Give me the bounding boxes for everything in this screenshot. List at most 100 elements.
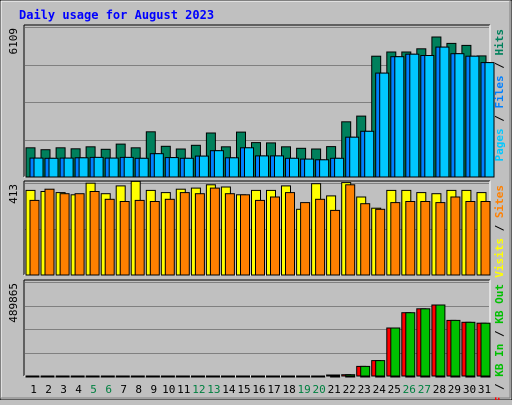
- bar-panel2-sites-day-undefined: [44, 188, 55, 276]
- bar-panel3-kb-out-day-undefined: [149, 375, 160, 378]
- bar-panel3-kb-out-day-undefined: [134, 375, 145, 378]
- bar-panel2-sites-day-undefined: [209, 187, 220, 276]
- bar-panel3-kb-out-day-undefined: [255, 375, 265, 378]
- bar-panel2-sites-day-undefined: [375, 208, 386, 276]
- legend-kb-out: KB Out: [493, 284, 506, 324]
- legend-pages: Pages: [493, 128, 506, 161]
- bar-panel3-kb-out-day-undefined: [300, 375, 311, 378]
- bar-panel2-sites-day-undefined: [300, 202, 311, 276]
- x-tick-label-day-25: 25: [388, 383, 401, 396]
- legend-hits: Hits: [493, 29, 506, 56]
- x-tick-label-day-29: 29: [448, 383, 461, 396]
- bar-panel2-sites-day-undefined: [360, 203, 371, 276]
- bar-panel3-kb-out-day-undefined: [420, 308, 431, 377]
- bar-panel3-kb-out-day-undefined: [435, 304, 446, 377]
- x-tick-label-day-19: 19: [297, 383, 310, 396]
- x-tick-label-day-18: 18: [282, 383, 295, 396]
- bar-panel2-sites-day-undefined: [330, 209, 341, 276]
- panel-2-legend: Visits / Sites: [493, 185, 506, 278]
- x-tick-label-day-12: 12: [192, 383, 205, 396]
- bar-panel1-pages-day-16: [259, 155, 269, 178]
- bar-panel2-sites-day-undefined: [59, 193, 70, 276]
- bar-panel1-pages-day-12: [198, 155, 209, 178]
- bar-panel2-sites-day-undefined: [74, 193, 85, 276]
- x-tick-label-day-9: 9: [150, 383, 157, 396]
- bar-panel3-kb-out-day-undefined: [345, 374, 356, 377]
- legend-visits: Visits: [493, 238, 506, 278]
- bar-panel3-kb-out-day-undefined: [104, 375, 115, 378]
- bar-panel3-kb-out-day-undefined: [375, 360, 386, 377]
- bar-panel1-pages-day-30: [469, 55, 480, 178]
- x-tick-label-day-7: 7: [120, 383, 127, 396]
- bar-panel3-kb-out-day-undefined: [390, 327, 401, 377]
- bar-panel2-sites-day-undefined: [390, 202, 401, 276]
- bar-panel3-kb-out-day-undefined: [240, 375, 250, 378]
- bar-panel3-kb-out-day-undefined: [224, 375, 235, 378]
- bar-panel1-pages-day-6: [108, 157, 119, 178]
- x-tick-label-day-16: 16: [252, 383, 265, 396]
- legend-sites: Sites: [493, 185, 506, 218]
- x-tick-label-day-20: 20: [312, 383, 325, 396]
- x-tick-label-day-24: 24: [373, 383, 387, 396]
- panel-3: 489865 KB F / KB In / KB Out: [7, 279, 506, 405]
- bar-panel2-sites-day-undefined: [480, 201, 491, 276]
- bar-panel1-pages-day-20: [319, 159, 330, 178]
- bar-panel3-kb-out-day-undefined: [194, 375, 205, 378]
- bar-panel2-sites-day-undefined: [89, 191, 100, 276]
- bar-panel2-sites-day-undefined: [149, 201, 160, 276]
- x-tick-label-day-26: 26: [403, 383, 416, 396]
- chart-title: Daily usage for August 2023: [19, 8, 214, 22]
- bar-panel2-sites-day-undefined: [285, 192, 295, 276]
- bar-panel3-kb-out-day-undefined: [179, 375, 190, 378]
- bar-panel3-kb-out-day-undefined: [405, 312, 416, 377]
- bar-panel3-kb-out-day-undefined: [480, 322, 491, 377]
- x-tick-label-day-6: 6: [105, 383, 112, 396]
- bar-panel2-sites-day-undefined: [315, 198, 326, 276]
- panel-3-ymax-label: 489865: [7, 283, 20, 323]
- panel-2: 413 Visits / Sites: [7, 180, 506, 278]
- bar-panel1-pages-day-23: [364, 130, 375, 178]
- bar-panel1-pages-day-29: [454, 53, 465, 178]
- bar-panel1-pages-day-11: [183, 157, 194, 178]
- bar-panel1-pages-day-7: [123, 156, 134, 178]
- bar-panel3-kb-out-day-undefined: [89, 375, 100, 378]
- x-tick-label-day-31: 31: [478, 383, 491, 396]
- panel-3-legend: KB F / KB In / KB Out: [493, 284, 506, 400]
- bar-panel3-kb-out-day-undefined: [285, 375, 295, 378]
- panel-1-legend: Pages / Files / Hits: [493, 29, 506, 162]
- x-tick-label-day-21: 21: [328, 383, 341, 396]
- bar-panel1-pages-day-15: [244, 147, 254, 178]
- x-tick-label-day-3: 3: [60, 383, 67, 396]
- bar-panel3-kb-out-day-undefined: [465, 321, 476, 377]
- x-tick-label-day-17: 17: [267, 383, 280, 396]
- bar-panel1-pages-day-8: [138, 157, 149, 178]
- bar-panel1-pages-day-28: [439, 46, 450, 178]
- bar-panel3-kb-out-day-undefined: [119, 375, 130, 378]
- bar-panel1-pages-day-17: [274, 155, 284, 178]
- bar-panel1-pages-day-10: [168, 157, 179, 178]
- panel-1-ymax-label: 6109: [7, 28, 20, 55]
- x-tick-label-day-28: 28: [433, 383, 446, 396]
- bar-panel2-sites-day-undefined: [194, 193, 205, 276]
- x-tick-label-day-4: 4: [75, 383, 82, 396]
- bar-panel2-sites-day-undefined: [450, 196, 461, 276]
- legend-files: Files: [493, 75, 506, 108]
- legend-kb-in: KB In: [493, 344, 506, 377]
- bar-panel1-pages-day-19: [304, 158, 315, 178]
- bar-panel2-sites-day-undefined: [29, 199, 40, 276]
- bar-panel3-kb-out-day-undefined: [270, 375, 280, 378]
- bar-panel2-sites-day-undefined: [119, 201, 130, 276]
- legend-separator: /: [493, 109, 506, 129]
- bar-panel2-sites-day-undefined: [134, 199, 145, 276]
- bar-panel3-kb-out-day-undefined: [74, 375, 85, 378]
- bar-panel2-sites-day-undefined: [270, 196, 280, 276]
- legend-separator: /: [493, 218, 506, 238]
- legend-separator: /: [493, 56, 506, 76]
- bar-panel1-pages-day-1: [33, 157, 44, 178]
- x-tick-label-day-13: 13: [207, 383, 220, 396]
- bar-panel1-pages-day-31: [484, 62, 495, 178]
- bar-panel1-pages-day-25: [394, 56, 405, 178]
